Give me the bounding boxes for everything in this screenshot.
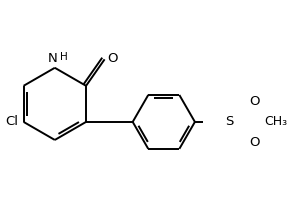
Text: S: S	[225, 115, 233, 128]
Text: O: O	[108, 52, 118, 65]
Text: O: O	[249, 136, 259, 149]
Text: O: O	[249, 95, 259, 108]
Text: Cl: Cl	[6, 115, 19, 128]
Text: CH₃: CH₃	[264, 115, 287, 128]
Text: H: H	[59, 52, 67, 62]
Text: N: N	[47, 52, 57, 65]
